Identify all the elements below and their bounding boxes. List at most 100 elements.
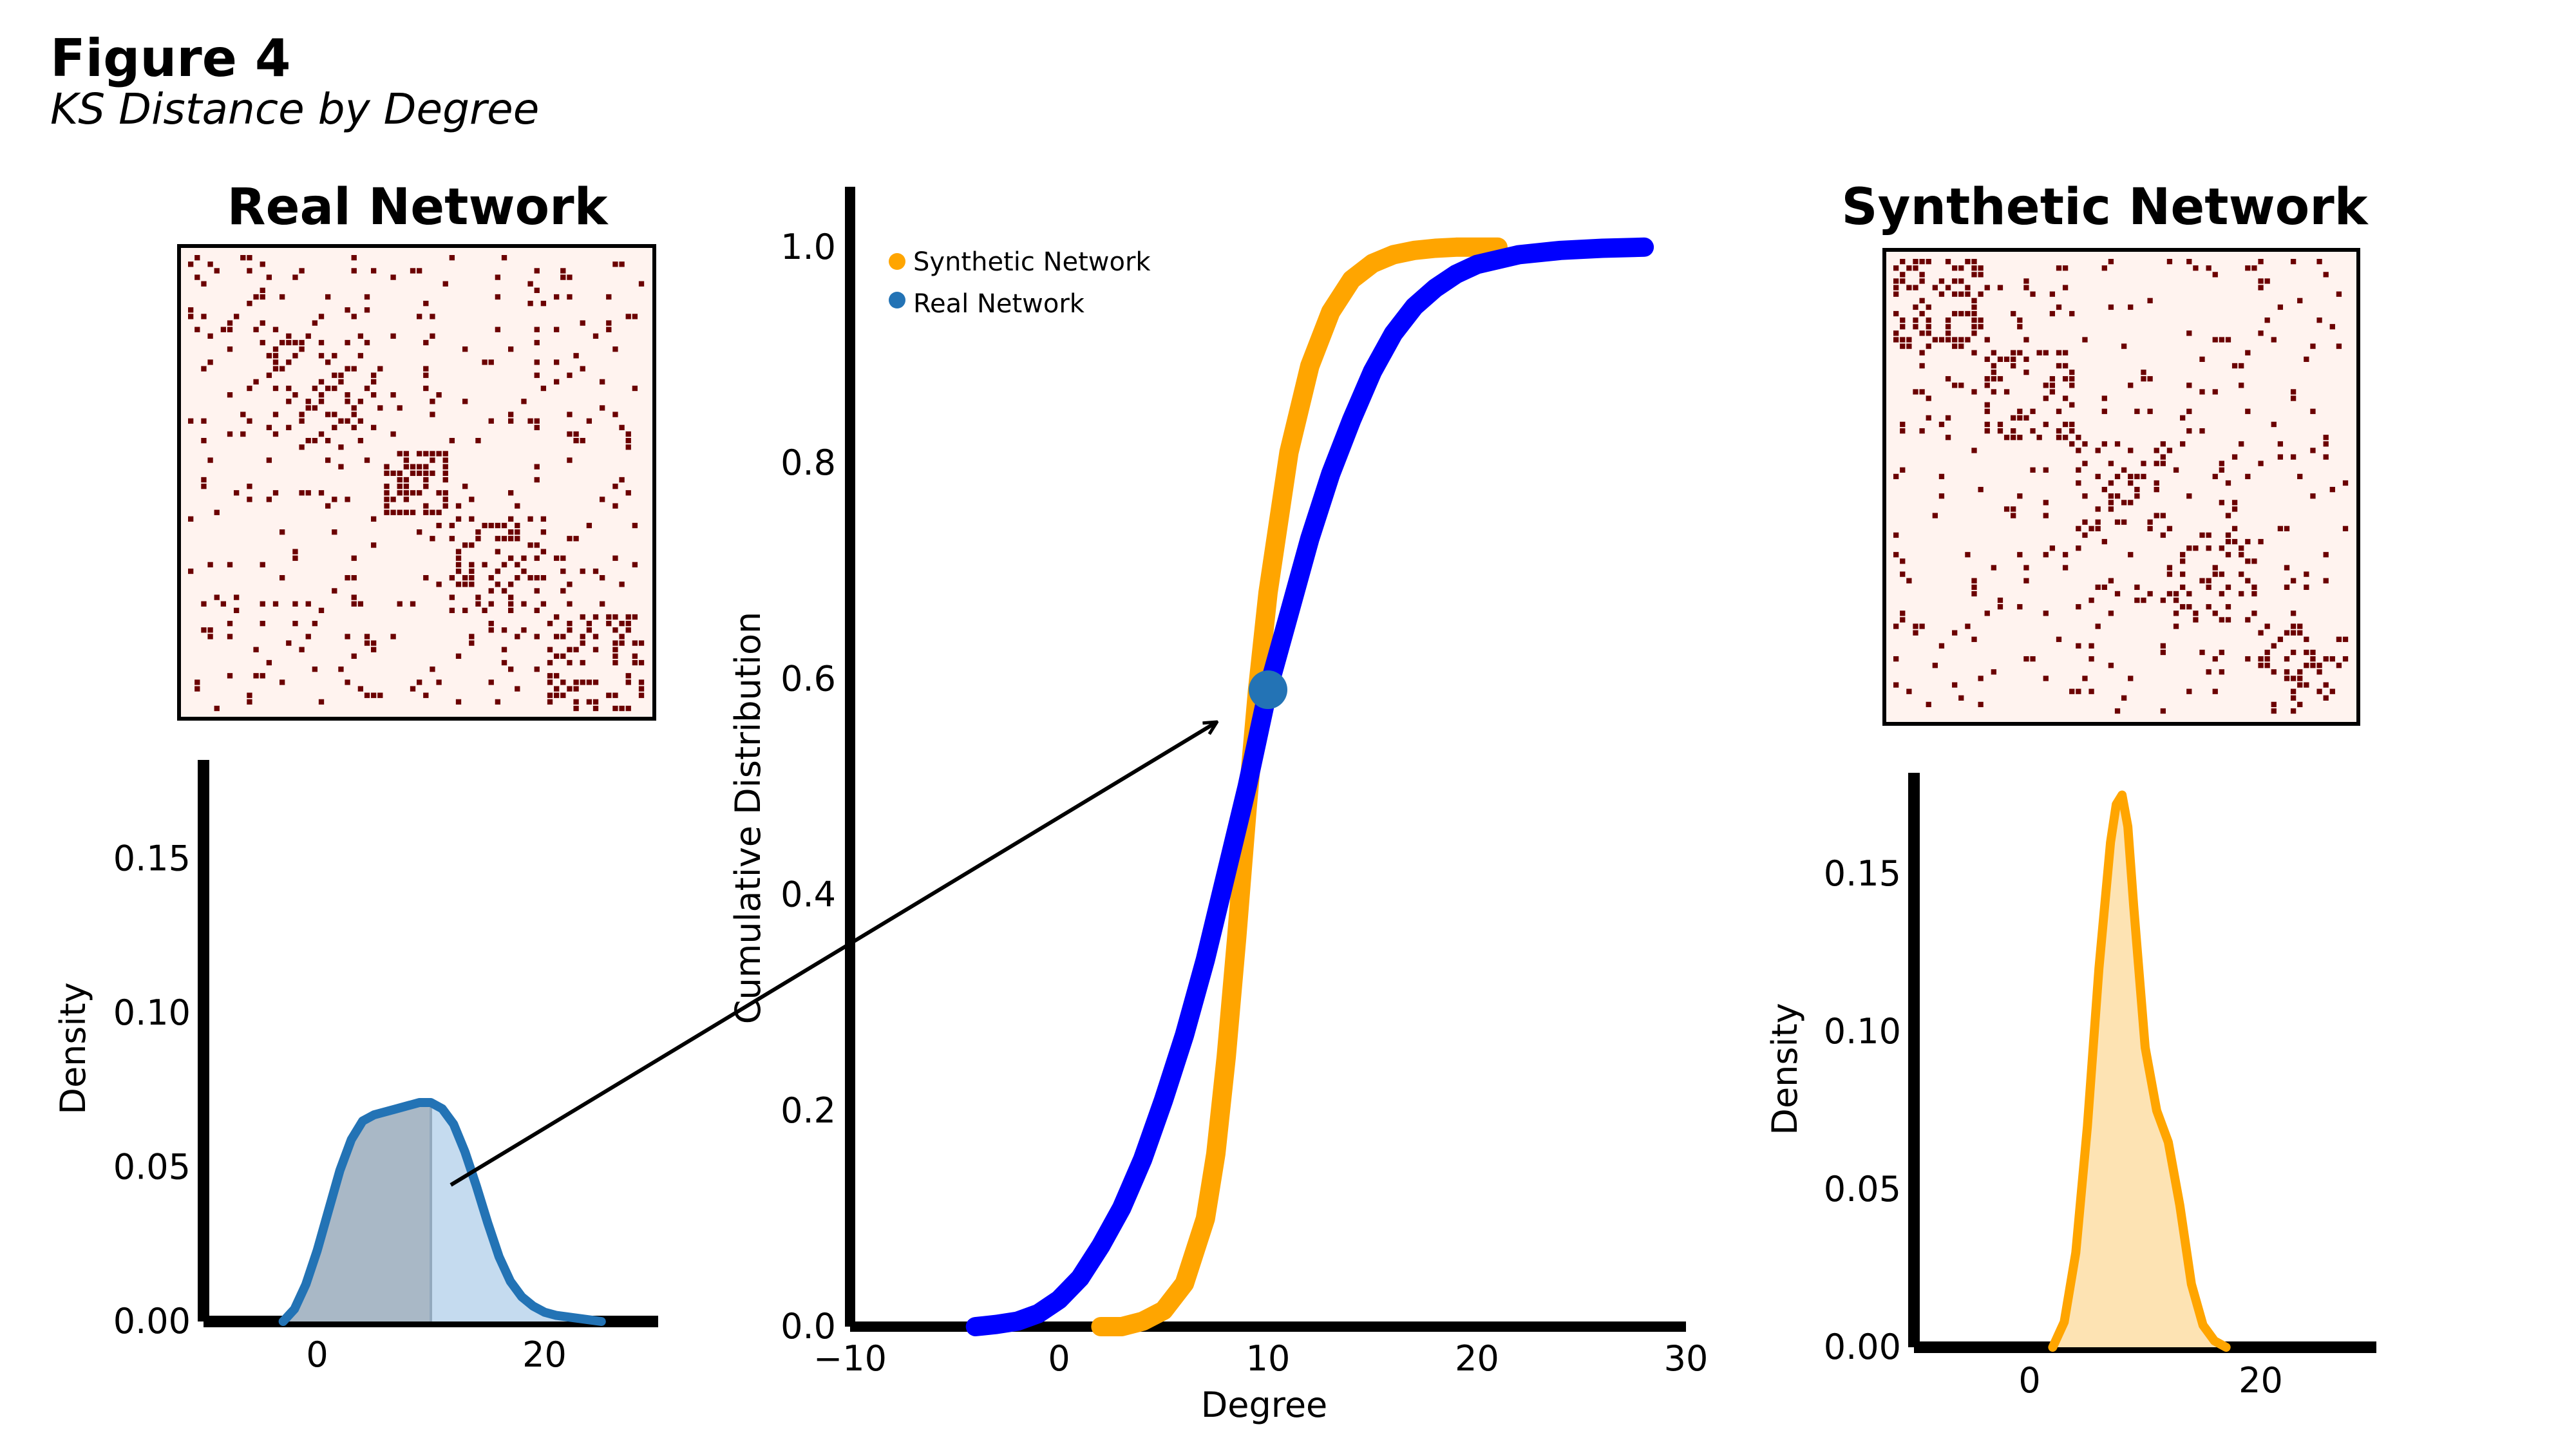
matrix-cell [600, 379, 605, 385]
matrix-cell [384, 464, 390, 469]
matrix-cell [1932, 513, 1938, 518]
matrix-cell [2212, 389, 2218, 395]
matrix-cell [2108, 304, 2114, 310]
matrix-cell [2336, 291, 2342, 297]
matrix-cell [272, 601, 279, 607]
matrix-cell [2062, 421, 2069, 428]
matrix-cell [390, 509, 396, 515]
matrix-cell [2180, 415, 2186, 421]
matrix-cell [2108, 663, 2114, 668]
matrix-cell [1919, 623, 1925, 629]
matrix-cell [390, 634, 396, 639]
matrix-cell [2186, 604, 2192, 610]
matrix-cell [554, 673, 560, 679]
matrix-cell [364, 692, 370, 698]
matrix-cell [2056, 350, 2062, 355]
matrix-cell [2101, 441, 2107, 447]
matrix-cell [2271, 421, 2277, 428]
matrix-cell [2076, 643, 2081, 649]
matrix-cell [253, 647, 259, 652]
matrix-cell [2199, 356, 2205, 362]
matrix-cell [567, 621, 573, 627]
matrix-cell [2245, 350, 2251, 355]
matrix-cell [2304, 356, 2309, 362]
matrix-cell [2114, 519, 2121, 525]
matrix-cell [2049, 376, 2056, 382]
matrix-cell [2277, 526, 2284, 531]
matrix-cell [1965, 552, 1971, 558]
matrix-cell [2310, 663, 2316, 668]
matrix-cell [442, 470, 448, 477]
matrix-cell [2297, 298, 2303, 303]
matrix-cell [2231, 506, 2238, 512]
matrix-cell [2297, 623, 2303, 629]
matrix-cell [2316, 669, 2322, 675]
matrix-cell [1997, 376, 2003, 382]
matrix-cell [2043, 552, 2049, 558]
matrix-cell [567, 274, 573, 280]
matrix-cell [1965, 337, 1971, 343]
matrix-cell [2108, 611, 2114, 616]
matrix-cell [455, 699, 462, 705]
matrix-cell [2154, 480, 2159, 486]
matrix-cell [2030, 428, 2036, 434]
matrix-cell [554, 327, 560, 332]
matrix-cell [567, 647, 573, 652]
matrix-cell [2108, 259, 2114, 265]
matrix-cell [1926, 415, 1931, 421]
matrix-cell [272, 385, 279, 392]
matrix-cell [580, 679, 585, 685]
matrix-cell [430, 451, 435, 457]
matrix-cell [2121, 343, 2127, 349]
matrix-cell [2030, 291, 2036, 297]
matrix-cell [2101, 487, 2107, 493]
matrix-cell [442, 457, 448, 463]
matrix-cell [573, 438, 579, 444]
matrix-cell [403, 484, 410, 489]
matrix-cell [2062, 265, 2069, 271]
matrix-cell [625, 438, 631, 444]
matrix-cell [449, 522, 455, 529]
matrix-cell [2225, 337, 2231, 343]
matrix-cell [632, 659, 638, 666]
matrix-cell [488, 627, 494, 633]
matrix-cell [455, 549, 462, 554]
matrix-cell [534, 424, 540, 431]
matrix-cell [423, 477, 429, 483]
matrix-cell [332, 372, 337, 378]
matrix-cell [2043, 500, 2049, 506]
matrix-cell [508, 529, 514, 535]
matrix-cell [1938, 493, 1945, 499]
matrix-cell [2290, 578, 2297, 583]
matrix-cell [318, 607, 325, 614]
matrix-cell [560, 588, 566, 594]
matrix-cell [638, 640, 645, 646]
matrix-cell [2180, 558, 2186, 564]
matrix-cell [2056, 265, 2062, 271]
matrix-cell [2076, 467, 2081, 473]
matrix-cell [2011, 428, 2016, 434]
matrix-cell [2323, 441, 2329, 447]
matrix-cell [442, 497, 448, 502]
matrix-cell [403, 490, 410, 496]
matrix-cell [227, 673, 233, 679]
matrix-cell [345, 307, 350, 313]
matrix-cell [586, 679, 592, 685]
matrix-cell [338, 444, 344, 450]
matrix-cell [1893, 278, 1899, 284]
matrix-cell [2030, 467, 2036, 473]
matrix-cell [2304, 571, 2309, 577]
real-cdf-line [965, 237, 1654, 1336]
matrix-cell [2271, 643, 2277, 649]
matrix-cell [521, 399, 527, 404]
matrix-cell [1932, 285, 1938, 290]
matrix-cell [2043, 467, 2049, 473]
matrix-cell [397, 451, 402, 457]
matrix-cell [364, 634, 370, 639]
matrix-cell [332, 588, 337, 594]
matrix-cell [345, 399, 350, 404]
matrix-cell [194, 255, 200, 261]
matrix-cell [2251, 611, 2257, 616]
matrix-cell [2128, 500, 2134, 506]
matrix-cell [2225, 604, 2231, 610]
